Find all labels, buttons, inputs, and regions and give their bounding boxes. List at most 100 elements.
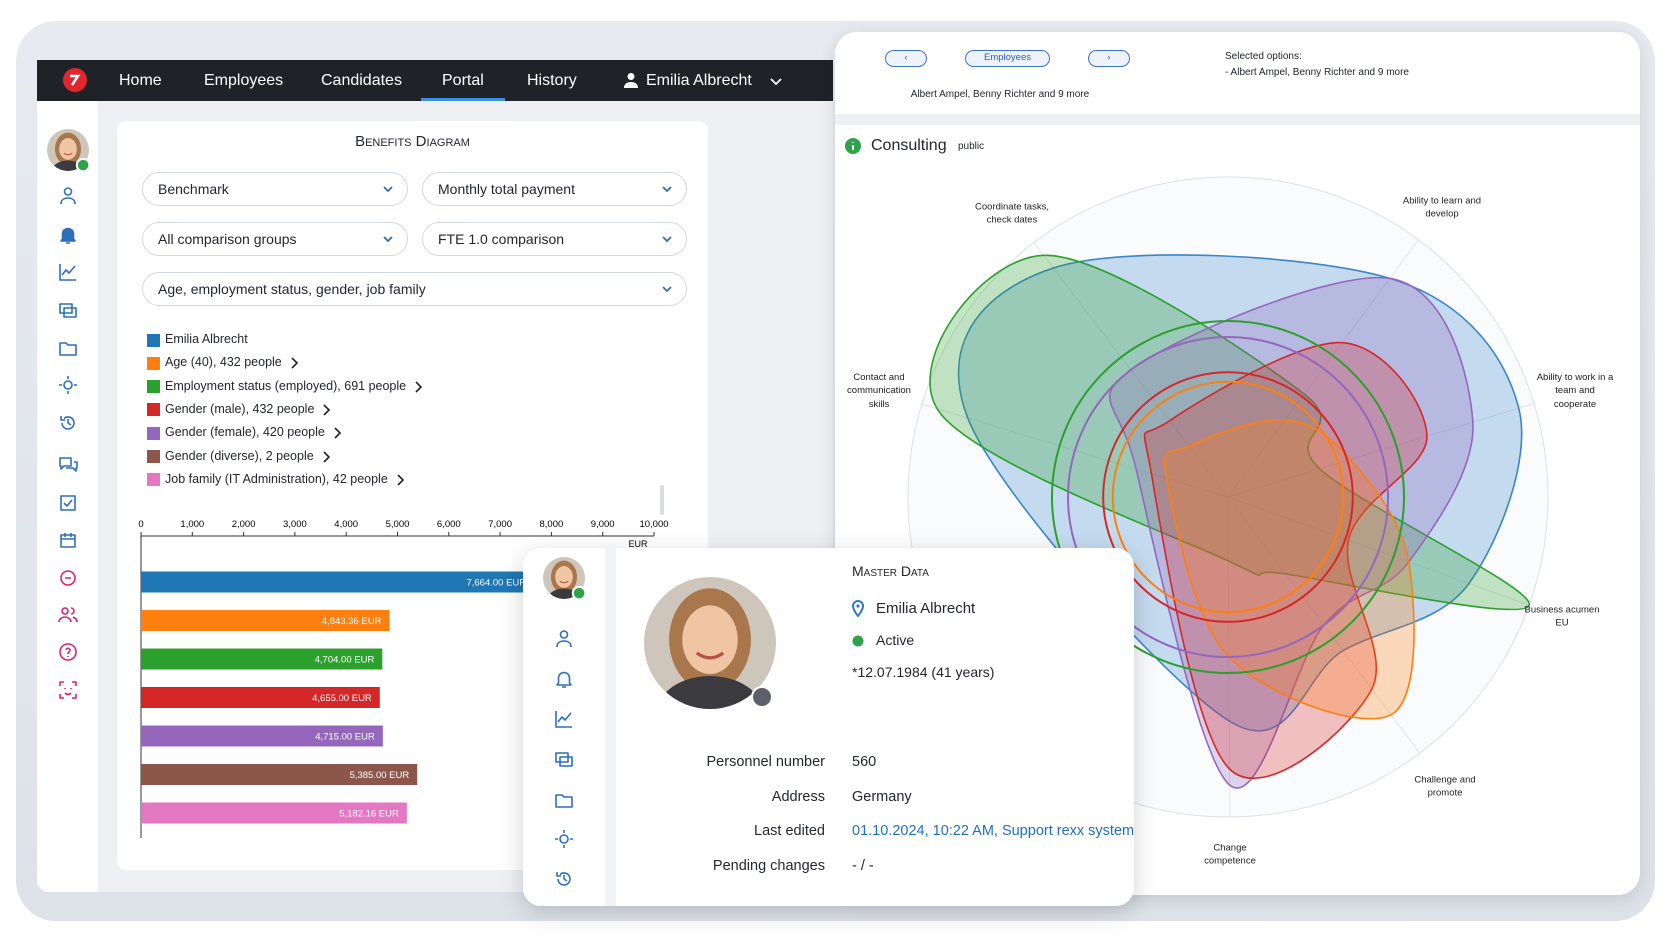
x-tick-label: 0 [138, 519, 143, 530]
card-title: Master Data [852, 563, 929, 579]
shirt [657, 676, 763, 709]
icon-path [60, 227, 76, 244]
dropdown[interactable]: Benchmark [142, 172, 408, 206]
bar [141, 725, 383, 747]
user-shape [624, 73, 638, 88]
selected-item: - Albert Ampel, Benny Richter and 9 more [1225, 67, 1409, 78]
legend-item[interactable]: Age (40), 432 people [165, 355, 282, 370]
nav-item[interactable]: Employees [204, 72, 284, 89]
nav-icon[interactable] [554, 790, 574, 810]
nav-icon[interactable] [58, 642, 78, 662]
x-tick-label: 1,000 [180, 519, 204, 530]
nav-icon[interactable] [554, 629, 574, 649]
dropdown[interactable]: Age, employment status, gender, job fami… [142, 272, 687, 306]
legend-item[interactable]: Gender (female), 420 people [165, 425, 325, 440]
x-tick-label: 6,000 [437, 519, 461, 530]
legend-item[interactable]: Gender (male), 432 people [165, 401, 315, 416]
icon-path [555, 711, 572, 728]
status-badge [75, 157, 91, 173]
nav-icon[interactable] [58, 568, 78, 588]
axis-label: Coordinate tasks, check dates [975, 201, 1049, 226]
nav-icon[interactable] [554, 709, 574, 729]
nav-icon[interactable] [554, 749, 574, 769]
chevron-path [383, 236, 393, 243]
x-tick-label: 7,000 [488, 519, 512, 530]
legend-swatch [147, 356, 160, 370]
legend-chevron [397, 474, 404, 486]
x-tick-label: 5,000 [386, 519, 410, 530]
dropdown-chevron [662, 286, 672, 293]
panel-title: Benefits Diagram [355, 133, 470, 150]
group-name: Consulting [871, 137, 947, 154]
next-button[interactable]: › [1088, 50, 1130, 67]
axis-label: Challenge and promote [1414, 774, 1476, 799]
legend-swatch [147, 403, 160, 417]
chevron [770, 78, 782, 86]
avatar [543, 557, 587, 601]
legend-item[interactable]: Job family (IT Administration), 42 peopl… [165, 471, 388, 486]
scrollbar [660, 485, 664, 515]
bar-value-label: 7,664.00 EUR [466, 578, 526, 589]
legend-swatch [147, 380, 160, 394]
chevron-path [415, 381, 423, 393]
nav-icon[interactable] [554, 829, 574, 849]
radar-area [1163, 418, 1415, 720]
nav-item[interactable]: Portal [442, 72, 484, 89]
status-dot [852, 635, 864, 647]
nav-icon[interactable] [58, 680, 78, 700]
nav-icon[interactable] [58, 262, 78, 282]
nav-item[interactable]: History [527, 72, 577, 89]
nav-icon[interactable] [554, 869, 574, 889]
field-label: Address [771, 788, 825, 805]
dropdown-chevron [662, 186, 672, 193]
dropdown[interactable]: FTE 1.0 comparison [422, 222, 687, 256]
axis-label: Contact and communication skills [847, 372, 911, 410]
dropdown-label: Monthly total payment [438, 181, 575, 197]
nav-icon[interactable] [58, 493, 78, 513]
employees-button[interactable]: Employees [965, 50, 1050, 67]
icon-path [59, 681, 77, 699]
nav-item[interactable]: Home [119, 72, 162, 89]
user-menu[interactable]: Emilia Albrecht [646, 72, 752, 89]
nav-icon[interactable] [58, 605, 78, 625]
legend-item[interactable]: Employment status (employed), 691 people [165, 378, 407, 393]
bar [141, 571, 535, 593]
bar-value-label: 4,715.00 EUR [315, 732, 375, 743]
nav-icon[interactable] [58, 300, 78, 320]
bar-value-label: 5,385.00 EUR [350, 770, 410, 781]
bar-chart: 0 1,000 2,000 3,000 4,000 5,000 6,000 7,000 8,00… [138, 485, 669, 838]
dropdown[interactable]: All comparison groups [142, 222, 408, 256]
nav-icon[interactable] [58, 186, 78, 206]
status-badge [571, 585, 587, 601]
nav-bar: Home Employees Candidates Portal History Emil… [37, 60, 833, 101]
logo[interactable] [62, 67, 88, 93]
nav-icon[interactable] [554, 669, 574, 689]
status-indicator [751, 686, 773, 708]
icon-path [60, 495, 76, 511]
dropdown[interactable]: Monthly total payment [422, 172, 687, 206]
avatar [644, 577, 776, 709]
field-label: Last edited [754, 823, 825, 839]
reference-ring [1067, 336, 1389, 658]
nav-item[interactable]: Candidates [321, 72, 402, 89]
icon-path [60, 416, 75, 430]
bar [141, 764, 418, 785]
nav-icon[interactable] [58, 455, 78, 475]
smile [695, 651, 725, 660]
nav-icon[interactable] [58, 225, 78, 245]
app-window: Home Employees Candidates Portal History Emil… [37, 60, 833, 892]
face [555, 566, 573, 588]
legend-swatch [147, 450, 160, 463]
employee-name: Emilia Albrecht [876, 600, 976, 617]
field-value[interactable]: 01.10.2024, 10:22 AM, Support rexx syste… [852, 823, 1134, 839]
nav-icon[interactable] [58, 375, 78, 395]
birth-date: *12.07.1984 (41 years) [852, 664, 995, 680]
nav-icon[interactable] [58, 530, 78, 550]
x-tick-label: 2,000 [232, 519, 256, 530]
legend-item: Emilia Albrecht [165, 332, 248, 346]
prev-button[interactable]: ‹ [885, 50, 927, 67]
legend-item[interactable]: Gender (diverse), 2 people [165, 448, 314, 463]
chevron-path [662, 236, 672, 243]
nav-icon[interactable] [58, 338, 78, 358]
nav-icon[interactable] [58, 413, 78, 433]
